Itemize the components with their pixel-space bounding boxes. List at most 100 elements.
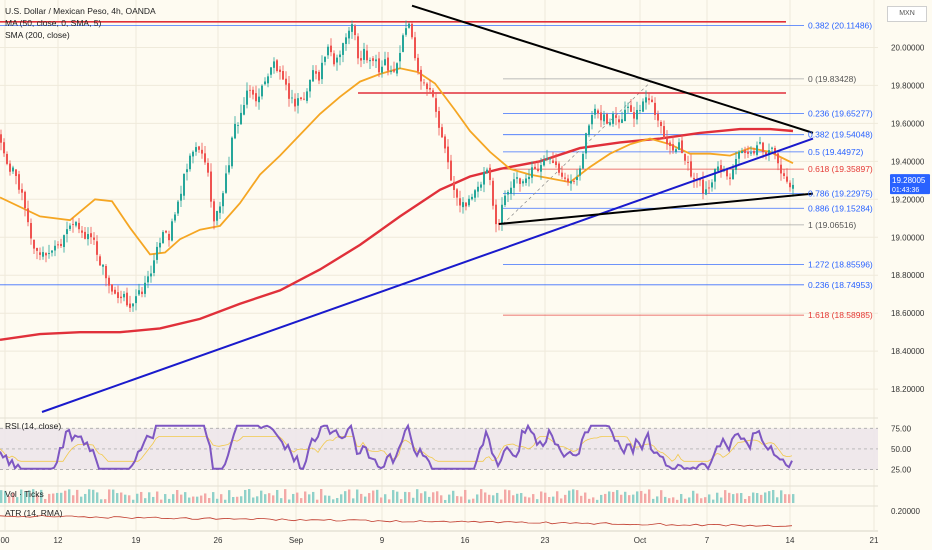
candle-body <box>501 204 503 224</box>
symbol-badge[interactable]: MXN <box>887 6 927 22</box>
time-tick-label: 21 <box>870 536 879 545</box>
candle-body <box>582 153 584 169</box>
candle-body <box>735 159 737 170</box>
volume-bar <box>744 498 747 503</box>
ma-50-legend[interactable]: MA (50, close, 0, SMA, 5) <box>5 18 102 28</box>
candle-body <box>177 201 179 214</box>
volume-bar <box>496 492 499 503</box>
sma-200-legend[interactable]: SMA (200, close) <box>5 30 70 40</box>
volume-bar <box>544 492 547 503</box>
volume-bar <box>300 498 303 503</box>
volume-bar <box>468 499 471 503</box>
volume-bar <box>148 492 151 503</box>
volume-bar <box>688 497 691 503</box>
candle-body <box>150 273 152 277</box>
candle-body <box>708 187 710 189</box>
volume-bar <box>128 495 131 503</box>
candle-body <box>210 171 212 202</box>
volume-bar <box>436 491 439 503</box>
candle-body <box>549 158 551 160</box>
candle-body <box>615 115 617 118</box>
volume-bar <box>600 494 603 503</box>
candle-body <box>534 166 536 169</box>
candle-body <box>240 112 242 125</box>
volume-bar <box>792 494 795 503</box>
volume-legend[interactable]: Vol · Ticks <box>5 489 44 499</box>
candle-body <box>312 70 314 82</box>
candle-body <box>429 87 431 90</box>
volume-bar <box>80 496 83 503</box>
volume-bar <box>724 490 727 503</box>
candle-body <box>234 123 236 139</box>
volume-bar <box>556 491 559 503</box>
ascending-trendline-blue <box>41 137 814 413</box>
volume-bar <box>272 495 275 503</box>
candle-body <box>453 181 455 190</box>
candle-body <box>18 174 20 190</box>
candle-body <box>417 57 419 72</box>
candle-body <box>102 264 104 267</box>
candle-body <box>540 165 542 172</box>
candle-body <box>9 163 11 172</box>
volume-bar <box>392 490 395 503</box>
candle-body <box>570 181 572 184</box>
volume-bar <box>672 497 675 503</box>
volume-bar <box>112 489 115 503</box>
volume-bar <box>236 496 239 503</box>
candle-body <box>33 239 35 249</box>
candle-body <box>174 214 176 221</box>
candle-body <box>693 177 695 180</box>
candle-body <box>120 296 122 299</box>
fib-level-label: 1 (19.06516) <box>808 220 856 230</box>
rsi-legend[interactable]: RSI (14, close) <box>5 421 62 431</box>
volume-bar <box>464 489 467 503</box>
candle-body <box>594 108 596 115</box>
candle-body <box>771 147 773 149</box>
fib-trend-dashed <box>502 81 652 225</box>
candle-body <box>96 241 98 255</box>
candle-body <box>117 292 119 298</box>
volume-bar <box>104 499 107 503</box>
candle-body <box>492 180 494 206</box>
volume-bar <box>452 490 455 503</box>
time-tick-label: 12 <box>54 536 63 545</box>
candle-body <box>699 179 701 181</box>
candle-body <box>444 136 446 149</box>
candle-body <box>288 83 290 99</box>
candle-body <box>726 169 728 177</box>
candle-body <box>585 133 587 154</box>
candle-body <box>48 253 50 255</box>
volume-bar <box>460 496 463 503</box>
last-price-tag <box>890 174 930 195</box>
volume-bar <box>216 498 219 503</box>
candle-body <box>426 83 428 90</box>
candle-body <box>99 256 101 266</box>
candle-body <box>57 244 59 246</box>
candle-body <box>27 208 29 223</box>
volume-bar <box>48 493 51 503</box>
candle-body <box>720 165 722 171</box>
atr-legend[interactable]: ATR (14, RMA) <box>5 508 63 518</box>
candle-body <box>447 146 449 163</box>
volume-bar <box>640 490 643 503</box>
volume-bar <box>388 499 391 503</box>
candle-body <box>246 90 248 105</box>
candle-body <box>324 56 326 62</box>
candle-body <box>474 190 476 198</box>
volume-bar <box>664 496 667 503</box>
candle-body <box>747 151 749 154</box>
time-tick-label: 00 <box>1 536 10 545</box>
candle-body <box>606 114 608 124</box>
volume-bar <box>280 498 283 503</box>
volume-bar <box>772 489 775 503</box>
volume-bar <box>788 494 791 503</box>
candle-body <box>528 176 530 180</box>
candle-body <box>282 71 284 80</box>
volume-bar <box>252 497 255 503</box>
candle-body <box>450 160 452 181</box>
volume-bar <box>520 493 523 503</box>
volume-bar <box>764 492 767 503</box>
volume-bar <box>624 491 627 503</box>
fib-labels: 0.382 (20.11486) 0 (19.83428) 0.236 (19.65… <box>808 21 873 320</box>
